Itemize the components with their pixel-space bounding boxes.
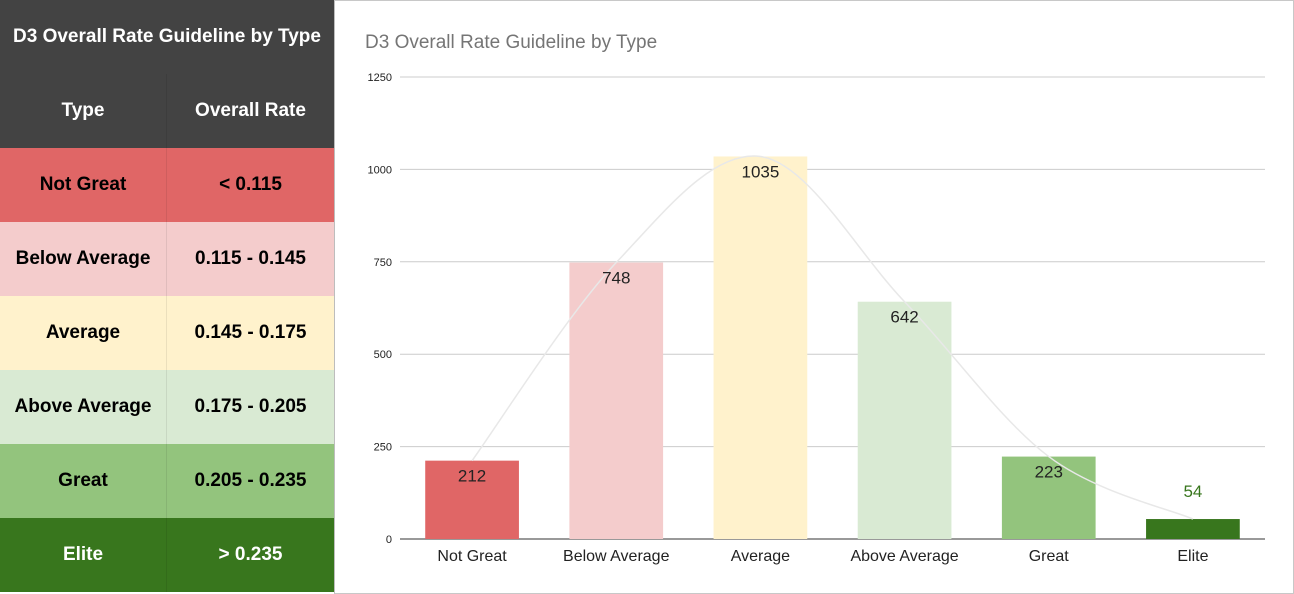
header-type: Type — [0, 74, 167, 148]
row-overall-rate: 0.205 - 0.235 — [194, 470, 307, 491]
chart-title: D3 Overall Rate Guideline by Type — [365, 32, 657, 53]
bar-above-average — [857, 301, 952, 539]
trendline — [471, 155, 1194, 520]
row-type: Above Average — [0, 370, 167, 444]
table-title: D3 Overall Rate Guideline by Type — [0, 0, 334, 74]
data-label: 748 — [602, 269, 630, 288]
row-overall-rate: 0.115 - 0.145 — [195, 248, 306, 269]
x-tick-label: Above Average — [850, 548, 958, 565]
x-tick-label: Not Great — [437, 548, 507, 565]
table-row: Elite > 0.235 — [0, 518, 334, 592]
y-tick-label: 0 — [386, 534, 392, 546]
bar-elite — [1146, 519, 1240, 539]
row-overall-rate: 0.145 - 0.175 — [194, 322, 307, 343]
x-tick-label: Below Average — [563, 548, 670, 565]
x-tick-label: Elite — [1177, 548, 1208, 565]
bar-below-average — [569, 262, 664, 539]
bar-not-great — [425, 460, 519, 539]
header-overall-rate: Overall Rate — [195, 100, 306, 121]
x-tick-label: Great — [1029, 548, 1070, 565]
y-tick-label: 750 — [374, 257, 392, 269]
chart-panel: D3 Overall Rate Guideline by Type 0 250 500… — [334, 0, 1294, 594]
row-type: Below Average — [0, 222, 167, 296]
table-header-row: Type Overall Rate — [0, 74, 334, 148]
table-row: Below Average 0.115 - 0.145 — [0, 222, 334, 296]
bar-average — [713, 156, 808, 540]
data-label: 642 — [890, 308, 918, 327]
y-tick-label: 1000 — [368, 164, 392, 176]
data-label: 54 — [1183, 482, 1202, 501]
row-type: Elite — [0, 518, 167, 592]
data-label: 1035 — [742, 162, 780, 181]
row-overall-rate: < 0.115 — [219, 174, 282, 195]
row-type: Average — [0, 296, 167, 370]
guideline-table: D3 Overall Rate Guideline by Type Type Ov… — [0, 0, 334, 594]
bar-great — [1001, 456, 1096, 539]
row-type: Not Great — [0, 148, 167, 222]
y-tick-label: 250 — [374, 442, 392, 454]
data-label: 223 — [1035, 463, 1063, 482]
y-tick-label: 1250 — [368, 72, 392, 84]
row-overall-rate: 0.175 - 0.205 — [194, 396, 307, 417]
table-row: Above Average 0.175 - 0.205 — [0, 370, 334, 444]
data-label: 212 — [458, 467, 486, 486]
y-tick-label: 500 — [374, 349, 392, 361]
x-tick-label: Average — [731, 548, 790, 565]
bar-chart: D3 Overall Rate Guideline by Type 0 250 500… — [365, 32, 1265, 565]
row-overall-rate: > 0.235 — [218, 544, 283, 565]
table-row: Average 0.145 - 0.175 — [0, 296, 334, 370]
table-row: Great 0.205 - 0.235 — [0, 444, 334, 518]
row-type: Great — [0, 444, 167, 518]
table-row: Not Great < 0.115 — [0, 148, 334, 222]
